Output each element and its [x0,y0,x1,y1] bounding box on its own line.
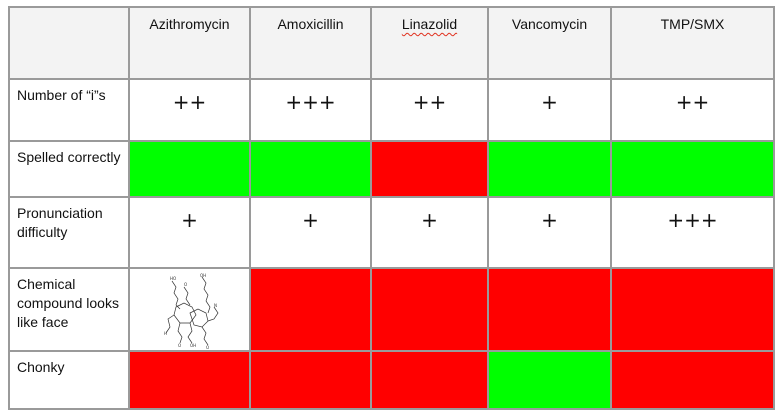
cell-chonky-linazolid-red [370,350,489,410]
row-label-pronunciation-difficulty: Pronunciation difficulty [8,196,130,269]
cell-face-linazolid-red [370,267,489,352]
row-label-spelled-correctly: Spelled correctly [8,140,130,198]
cell-chonky-amoxicillin-red [249,350,372,410]
cell-spelled-linazolid-red [370,140,489,198]
column-header-linazolid: Linazolid [370,6,489,80]
svg-text:HO: HO [170,276,176,281]
comparison-table: Azithromycin Amoxicillin Linazolid Vanco… [8,6,775,410]
cell-pron-azithromycin: + [128,196,251,269]
cell-face-amoxicillin-red [249,267,372,352]
corner-cell [8,6,130,80]
cell-spelled-amoxicillin-green [249,140,372,198]
table-row-spelled-correctly: Spelled correctly [8,140,775,198]
table-row-face-compound: Chemical compound looks like face [8,267,775,352]
cell-pron-amoxicillin: + [249,196,372,269]
cell-spelled-tmp-smx-green [610,140,775,198]
row-label-number-of-is: Number of “i”s [8,78,130,142]
row-label-chonky: Chonky [8,350,130,410]
column-header-tmp-smx: TMP/SMX [610,6,775,80]
cell-spelled-azithromycin-green [128,140,251,198]
cell-chonky-tmp-smx-red [610,350,775,410]
cell-chonky-vancomycin-green [487,350,612,410]
cell-is-azithromycin: ++ [128,78,251,142]
svg-text:N: N [214,303,217,308]
svg-text:H: H [164,331,167,336]
column-header-azithromycin: Azithromycin [128,6,251,80]
column-header-linazolid-text: Linazolid [401,16,458,32]
table-row-number-of-is: Number of “i”s ++ +++ ++ + ++ [8,78,775,142]
cell-face-vancomycin-red [487,267,612,352]
cell-is-tmp-smx: ++ [610,78,775,142]
cell-face-tmp-smx-red [610,267,775,352]
column-header-amoxicillin: Amoxicillin [249,6,372,80]
cell-pron-tmp-smx: +++ [610,196,775,269]
table-row-chonky: Chonky [8,350,775,410]
column-header-vancomycin: Vancomycin [487,6,612,80]
table-row-pronunciation-difficulty: Pronunciation difficulty + + + + +++ [8,196,775,269]
cell-is-linazolid: ++ [370,78,489,142]
cell-is-vancomycin: + [487,78,612,142]
svg-text:O: O [206,345,209,349]
cell-spelled-vancomycin-green [487,140,612,198]
row-label-face-compound: Chemical compound looks like face [8,267,130,352]
svg-text:O: O [184,282,187,287]
svg-text:O: O [178,343,181,348]
header-row: Azithromycin Amoxicillin Linazolid Vanco… [8,6,775,80]
cell-pron-vancomycin: + [487,196,612,269]
cell-pron-linazolid: + [370,196,489,269]
svg-text:OH: OH [190,343,196,348]
svg-text:OH: OH [200,273,206,278]
cell-chonky-azithromycin-red [128,350,251,410]
cell-is-amoxicillin: +++ [249,78,372,142]
